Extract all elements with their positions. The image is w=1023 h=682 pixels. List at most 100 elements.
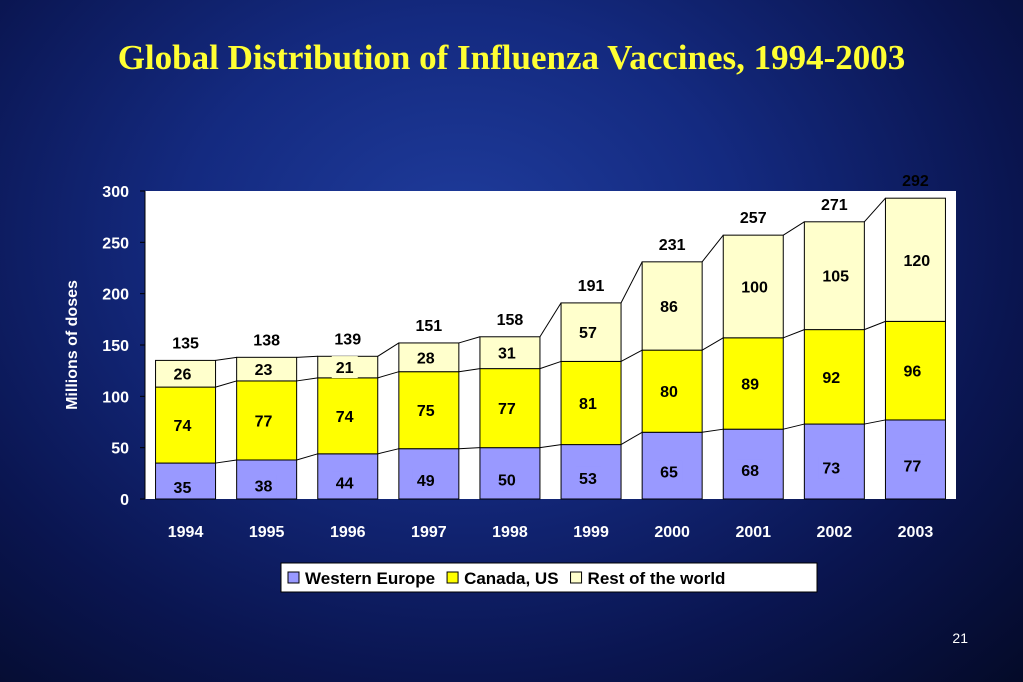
total-label: 292 [902,173,929,190]
x-tick-label: 2001 [735,524,771,541]
series-line [620,431,643,446]
legend: Western Europe Canada, US Rest of the worl… [280,562,818,593]
data-label: 31 [498,346,516,363]
series-line [782,221,805,236]
data-label-box [818,456,845,479]
series-line [539,444,562,449]
data-label: 77 [903,458,921,475]
data-label: 23 [255,362,273,379]
data-label: 80 [660,384,678,401]
series-line [701,337,724,351]
data-label-box [737,275,773,298]
data-label-box [493,468,520,491]
data-label: 44 [336,475,354,492]
series-line [783,329,805,339]
y-tick-label: 300 [102,184,129,201]
data-label-box [737,372,764,395]
data-label: 65 [660,465,678,482]
series-line [783,423,805,430]
total-label: 135 [172,335,199,352]
y-tick-label: 250 [102,235,129,252]
series-line [701,234,724,263]
y-axis: 0 50 100 150 200 250 300 [102,184,146,509]
x-tick-label: 1997 [411,524,447,541]
x-tick-label: 1999 [573,524,609,541]
data-label: 105 [822,269,849,286]
data-label-box [575,466,602,489]
legend-label: Western Europe [305,569,435,588]
data-label-box [250,474,277,497]
data-label: 96 [903,364,921,381]
data-label: 81 [579,396,597,413]
legend-swatch [446,571,459,584]
data-label: 38 [255,478,273,495]
series-line [215,459,237,464]
data-labels: 35 38 44 49 50 53 65 68 73 77 74 77 74 75 77 81 80 89 92 96… [169,173,935,499]
data-label: 92 [822,370,840,387]
data-label-box [493,341,520,364]
series-line [620,349,643,362]
data-label: 35 [174,480,192,497]
data-label-box [169,362,196,385]
x-axis: 1994 1995 1996 1997 1998 1999 2000 2001 2002 2003 [168,524,934,541]
y-tick-label: 150 [102,338,129,355]
x-tick-label: 2003 [898,524,934,541]
legend-label: Rest of the world [588,569,726,588]
x-tick-label: 2000 [654,524,690,541]
y-tick-label: 0 [120,492,129,509]
series-line [296,355,318,358]
series-line [539,360,562,370]
data-label: 28 [417,350,435,367]
series-line [215,380,237,388]
data-label-box [899,248,935,271]
series-line [539,302,562,338]
series-line [863,197,886,223]
x-tick-label: 2002 [817,524,853,541]
legend-swatch [570,571,583,584]
data-label: 89 [741,377,759,394]
total-label: 139 [334,331,361,348]
data-label-box [575,392,602,415]
total-label: 257 [740,210,767,227]
page-number: 21 [952,630,968,646]
series-line [215,356,237,361]
data-label: 53 [579,471,597,488]
legend-label: Canada, US [464,569,558,588]
data-label: 21 [336,360,354,377]
data-label: 57 [579,325,597,342]
data-label-box [250,358,277,381]
series-line [458,447,480,450]
data-label-box [656,380,683,403]
data-label-box [331,471,358,494]
data-label: 100 [741,279,768,296]
data-label: 73 [822,461,840,478]
total-label: 138 [253,332,280,349]
series-line [864,419,886,425]
data-label: 77 [255,413,273,430]
data-label: 50 [498,472,516,489]
data-label: 77 [498,401,516,418]
data-label-box [331,404,358,427]
data-label: 49 [417,473,435,490]
bar-segment [317,377,379,455]
series-lines [215,197,886,464]
data-label: 68 [741,463,759,480]
total-label: 191 [578,278,605,295]
series-line [377,448,399,455]
series-line [458,336,481,344]
total-label: 158 [497,312,524,329]
data-label: 26 [174,367,192,384]
data-label-box [250,409,277,432]
legend-swatch [287,571,300,584]
data-label-box [493,397,520,420]
data-label-box [169,414,196,437]
x-tick-label: 1994 [168,524,204,541]
data-label: 86 [660,299,678,316]
data-label-box [899,359,926,382]
y-tick-label: 200 [102,287,129,304]
data-label-box [169,476,196,499]
data-label-box [331,356,358,379]
y-axis-label: Millions of doses [64,280,81,410]
series-line [377,342,400,357]
data-label-box [818,264,854,287]
